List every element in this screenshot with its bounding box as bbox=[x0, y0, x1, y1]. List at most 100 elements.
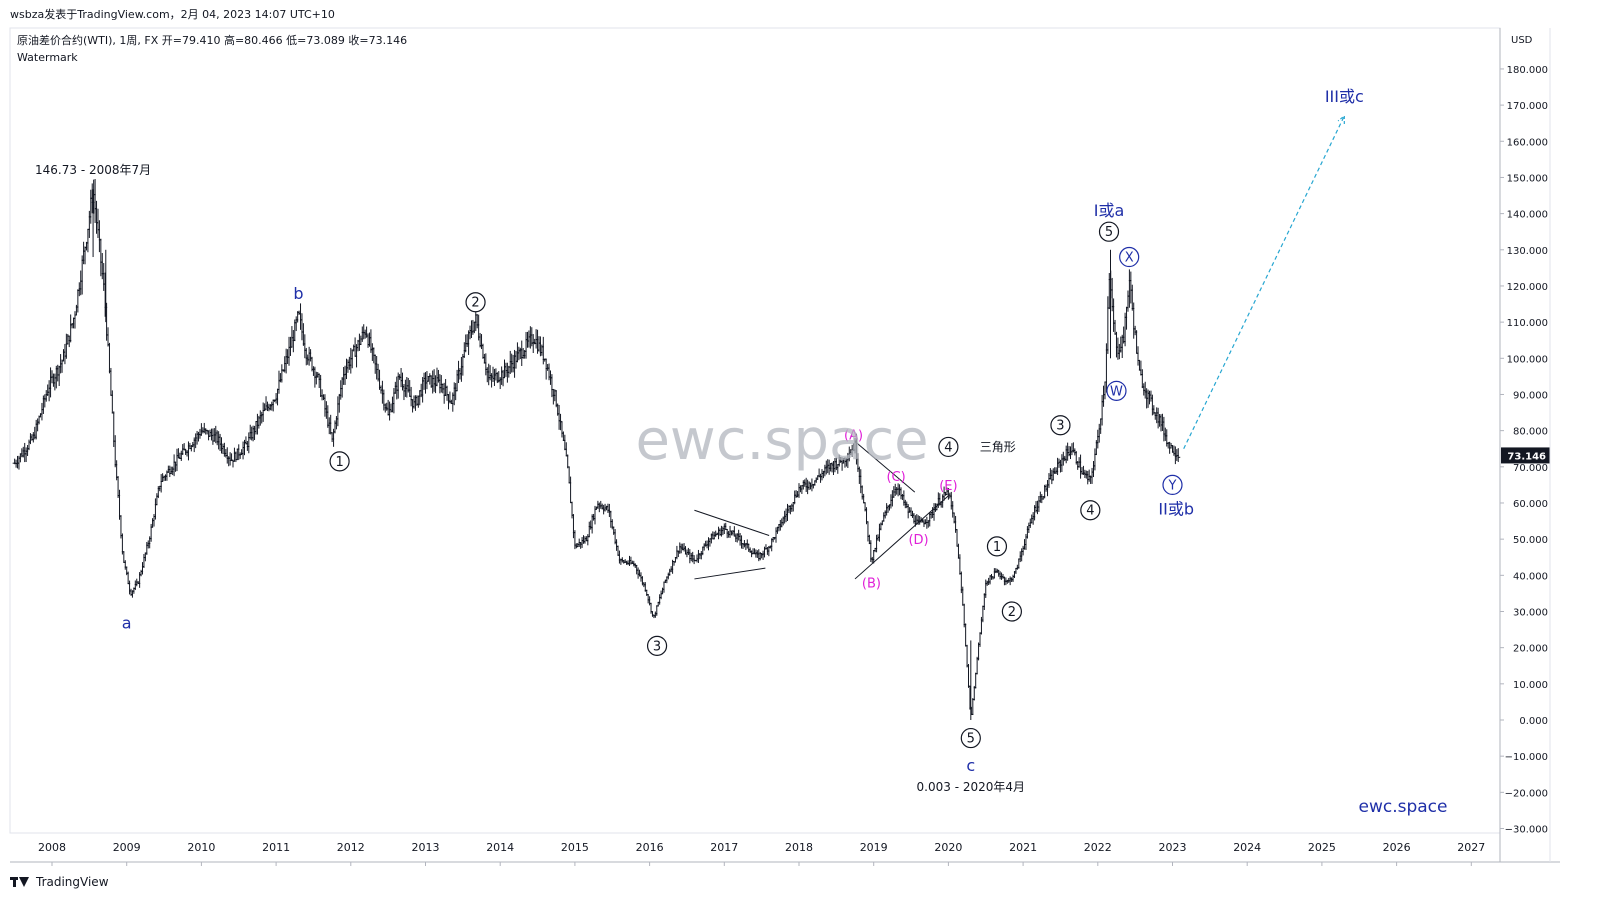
x-tick-label: 2008 bbox=[38, 841, 66, 854]
x-tick-label: 2021 bbox=[1009, 841, 1037, 854]
y-tick-label: 80.000 bbox=[1513, 427, 1548, 438]
wave-marker[interactable]: 1 bbox=[986, 536, 1008, 557]
x-tick-label: 2014 bbox=[486, 841, 514, 854]
price-bar bbox=[565, 454, 570, 469]
wave-label: Y bbox=[1168, 478, 1177, 493]
wave-marker[interactable]: 1 bbox=[329, 451, 350, 472]
currency-label: USD bbox=[1511, 35, 1533, 46]
footer-text: TradingView bbox=[36, 875, 109, 889]
watermark-text: ewc.space bbox=[635, 408, 928, 473]
wave-label: c bbox=[966, 756, 975, 775]
y-tick-label: −10.000 bbox=[1505, 752, 1548, 763]
x-tick-label: 2016 bbox=[636, 841, 664, 854]
y-tick-label: −30.000 bbox=[1505, 825, 1548, 836]
projection-arrow[interactable] bbox=[1183, 115, 1345, 449]
x-tick-label: 2009 bbox=[113, 841, 141, 854]
wave-label: W bbox=[1110, 384, 1123, 399]
price-bar bbox=[967, 685, 972, 710]
chart-header: wsbza发表于TradingView.com，2月 04, 2023 14:0… bbox=[10, 8, 335, 21]
y-tick-label: 90.000 bbox=[1513, 390, 1548, 401]
wave-marker[interactable]: W bbox=[1106, 380, 1127, 401]
wave-label: 1 bbox=[335, 455, 343, 470]
wave-marker[interactable]: 3 bbox=[1050, 415, 1071, 436]
price-axis[interactable]: USD −30.000 −20.000 −10.000 0.000 10.000 20.00… bbox=[1500, 35, 1550, 836]
trendline[interactable] bbox=[694, 509, 770, 537]
y-tick-label: 130.000 bbox=[1507, 246, 1548, 257]
y-tick-label: 20.000 bbox=[1513, 644, 1548, 655]
wave-label: X bbox=[1125, 251, 1134, 266]
wave-label: II或b bbox=[1158, 499, 1194, 518]
x-tick-label: 2023 bbox=[1159, 841, 1187, 854]
annotation-label: 0.003 - 2020年4月 bbox=[917, 780, 1026, 794]
footer: TradingView bbox=[10, 871, 109, 893]
plot-area[interactable]: 146.73 - 2008年7月 a b 1 2 3 (A) (B) (C) (D) (E) 4 三角形… bbox=[9, 27, 1501, 834]
wave-marker[interactable]: X bbox=[1119, 246, 1140, 268]
y-tick-label: 160.000 bbox=[1507, 137, 1548, 148]
wave-marker[interactable]: 4 bbox=[938, 436, 959, 458]
wave-circle bbox=[1001, 601, 1022, 622]
wave-circle bbox=[1119, 246, 1140, 268]
x-tick-label: 2010 bbox=[187, 841, 215, 854]
wave-circle bbox=[960, 727, 981, 749]
price-bar bbox=[960, 586, 965, 606]
x-tick-label: 2025 bbox=[1308, 841, 1336, 854]
chart-subtitle: Watermark bbox=[17, 51, 78, 64]
x-tick-label: 2011 bbox=[262, 841, 290, 854]
wave-label: 2 bbox=[471, 296, 479, 311]
ohlc-bars bbox=[12, 179, 1181, 720]
y-tick-label: 100.000 bbox=[1507, 354, 1548, 365]
wave-label: 5 bbox=[967, 732, 975, 747]
x-tick-label: 2019 bbox=[860, 841, 888, 854]
x-tick-label: 2024 bbox=[1233, 841, 1261, 854]
wave-circle bbox=[1162, 474, 1183, 495]
wave-label: 1 bbox=[993, 540, 1001, 555]
price-bar bbox=[1176, 448, 1181, 463]
x-tick-label: 2020 bbox=[934, 841, 962, 854]
time-axis[interactable]: 2008 2009 2010 2011 2012 2013 2014 2015 2016 2017… bbox=[38, 841, 1485, 866]
wave-marker[interactable]: 2 bbox=[465, 292, 486, 313]
y-tick-label: 180.000 bbox=[1507, 65, 1548, 76]
wave-marker[interactable]: 2 bbox=[1001, 601, 1022, 622]
last-price-badge[interactable] bbox=[1501, 447, 1550, 464]
y-tick-label: −20.000 bbox=[1505, 788, 1548, 799]
wave-marker[interactable]: Y bbox=[1162, 474, 1183, 495]
wave-label: III或c bbox=[1325, 87, 1364, 106]
annotation-label: 三角形 bbox=[980, 440, 1016, 454]
wave-circle bbox=[329, 451, 350, 472]
x-tick-label: 2022 bbox=[1084, 841, 1112, 854]
wave-label: 3 bbox=[1056, 419, 1064, 434]
wave-marker[interactable]: 5 bbox=[1098, 221, 1120, 242]
x-tick-label: 2012 bbox=[337, 841, 365, 854]
trendline[interactable] bbox=[854, 495, 949, 580]
wave-label: 2 bbox=[1008, 605, 1016, 620]
y-tick-label: 150.000 bbox=[1507, 173, 1548, 184]
wave-circle bbox=[986, 536, 1008, 557]
wave-label: a bbox=[122, 613, 132, 632]
chart-title: 原油差价合约(WTI), 1周, FX 开=79.410 高=80.466 低=… bbox=[17, 33, 407, 47]
wave-label: (D) bbox=[908, 533, 928, 548]
wave-circle bbox=[938, 436, 959, 458]
trendline[interactable] bbox=[694, 567, 766, 580]
x-tick-label: 2018 bbox=[785, 841, 813, 854]
wave-label: 4 bbox=[944, 440, 952, 455]
wave-circle bbox=[1098, 221, 1120, 242]
wave-label: (B) bbox=[862, 577, 881, 592]
wave-marker[interactable]: 3 bbox=[646, 635, 668, 656]
trendline[interactable] bbox=[854, 441, 916, 493]
wave-marker[interactable]: 4 bbox=[1080, 500, 1101, 521]
annotation-label: 146.73 - 2008年7月 bbox=[35, 163, 151, 177]
wave-label: (E) bbox=[939, 479, 957, 494]
wave-circle bbox=[1106, 380, 1127, 401]
y-tick-label: 30.000 bbox=[1513, 607, 1548, 618]
wave-circle bbox=[465, 292, 486, 313]
x-tick-label: 2027 bbox=[1457, 841, 1485, 854]
projection-arrowhead bbox=[1337, 114, 1345, 124]
wave-label: (A) bbox=[844, 428, 863, 443]
x-tick-label: 2013 bbox=[412, 841, 440, 854]
wave-circle bbox=[1050, 415, 1071, 436]
wave-label: I或a bbox=[1094, 201, 1125, 220]
y-tick-label: 110.000 bbox=[1507, 318, 1548, 329]
wave-label: 5 bbox=[1105, 225, 1113, 240]
wave-marker[interactable]: 5 bbox=[960, 727, 981, 749]
